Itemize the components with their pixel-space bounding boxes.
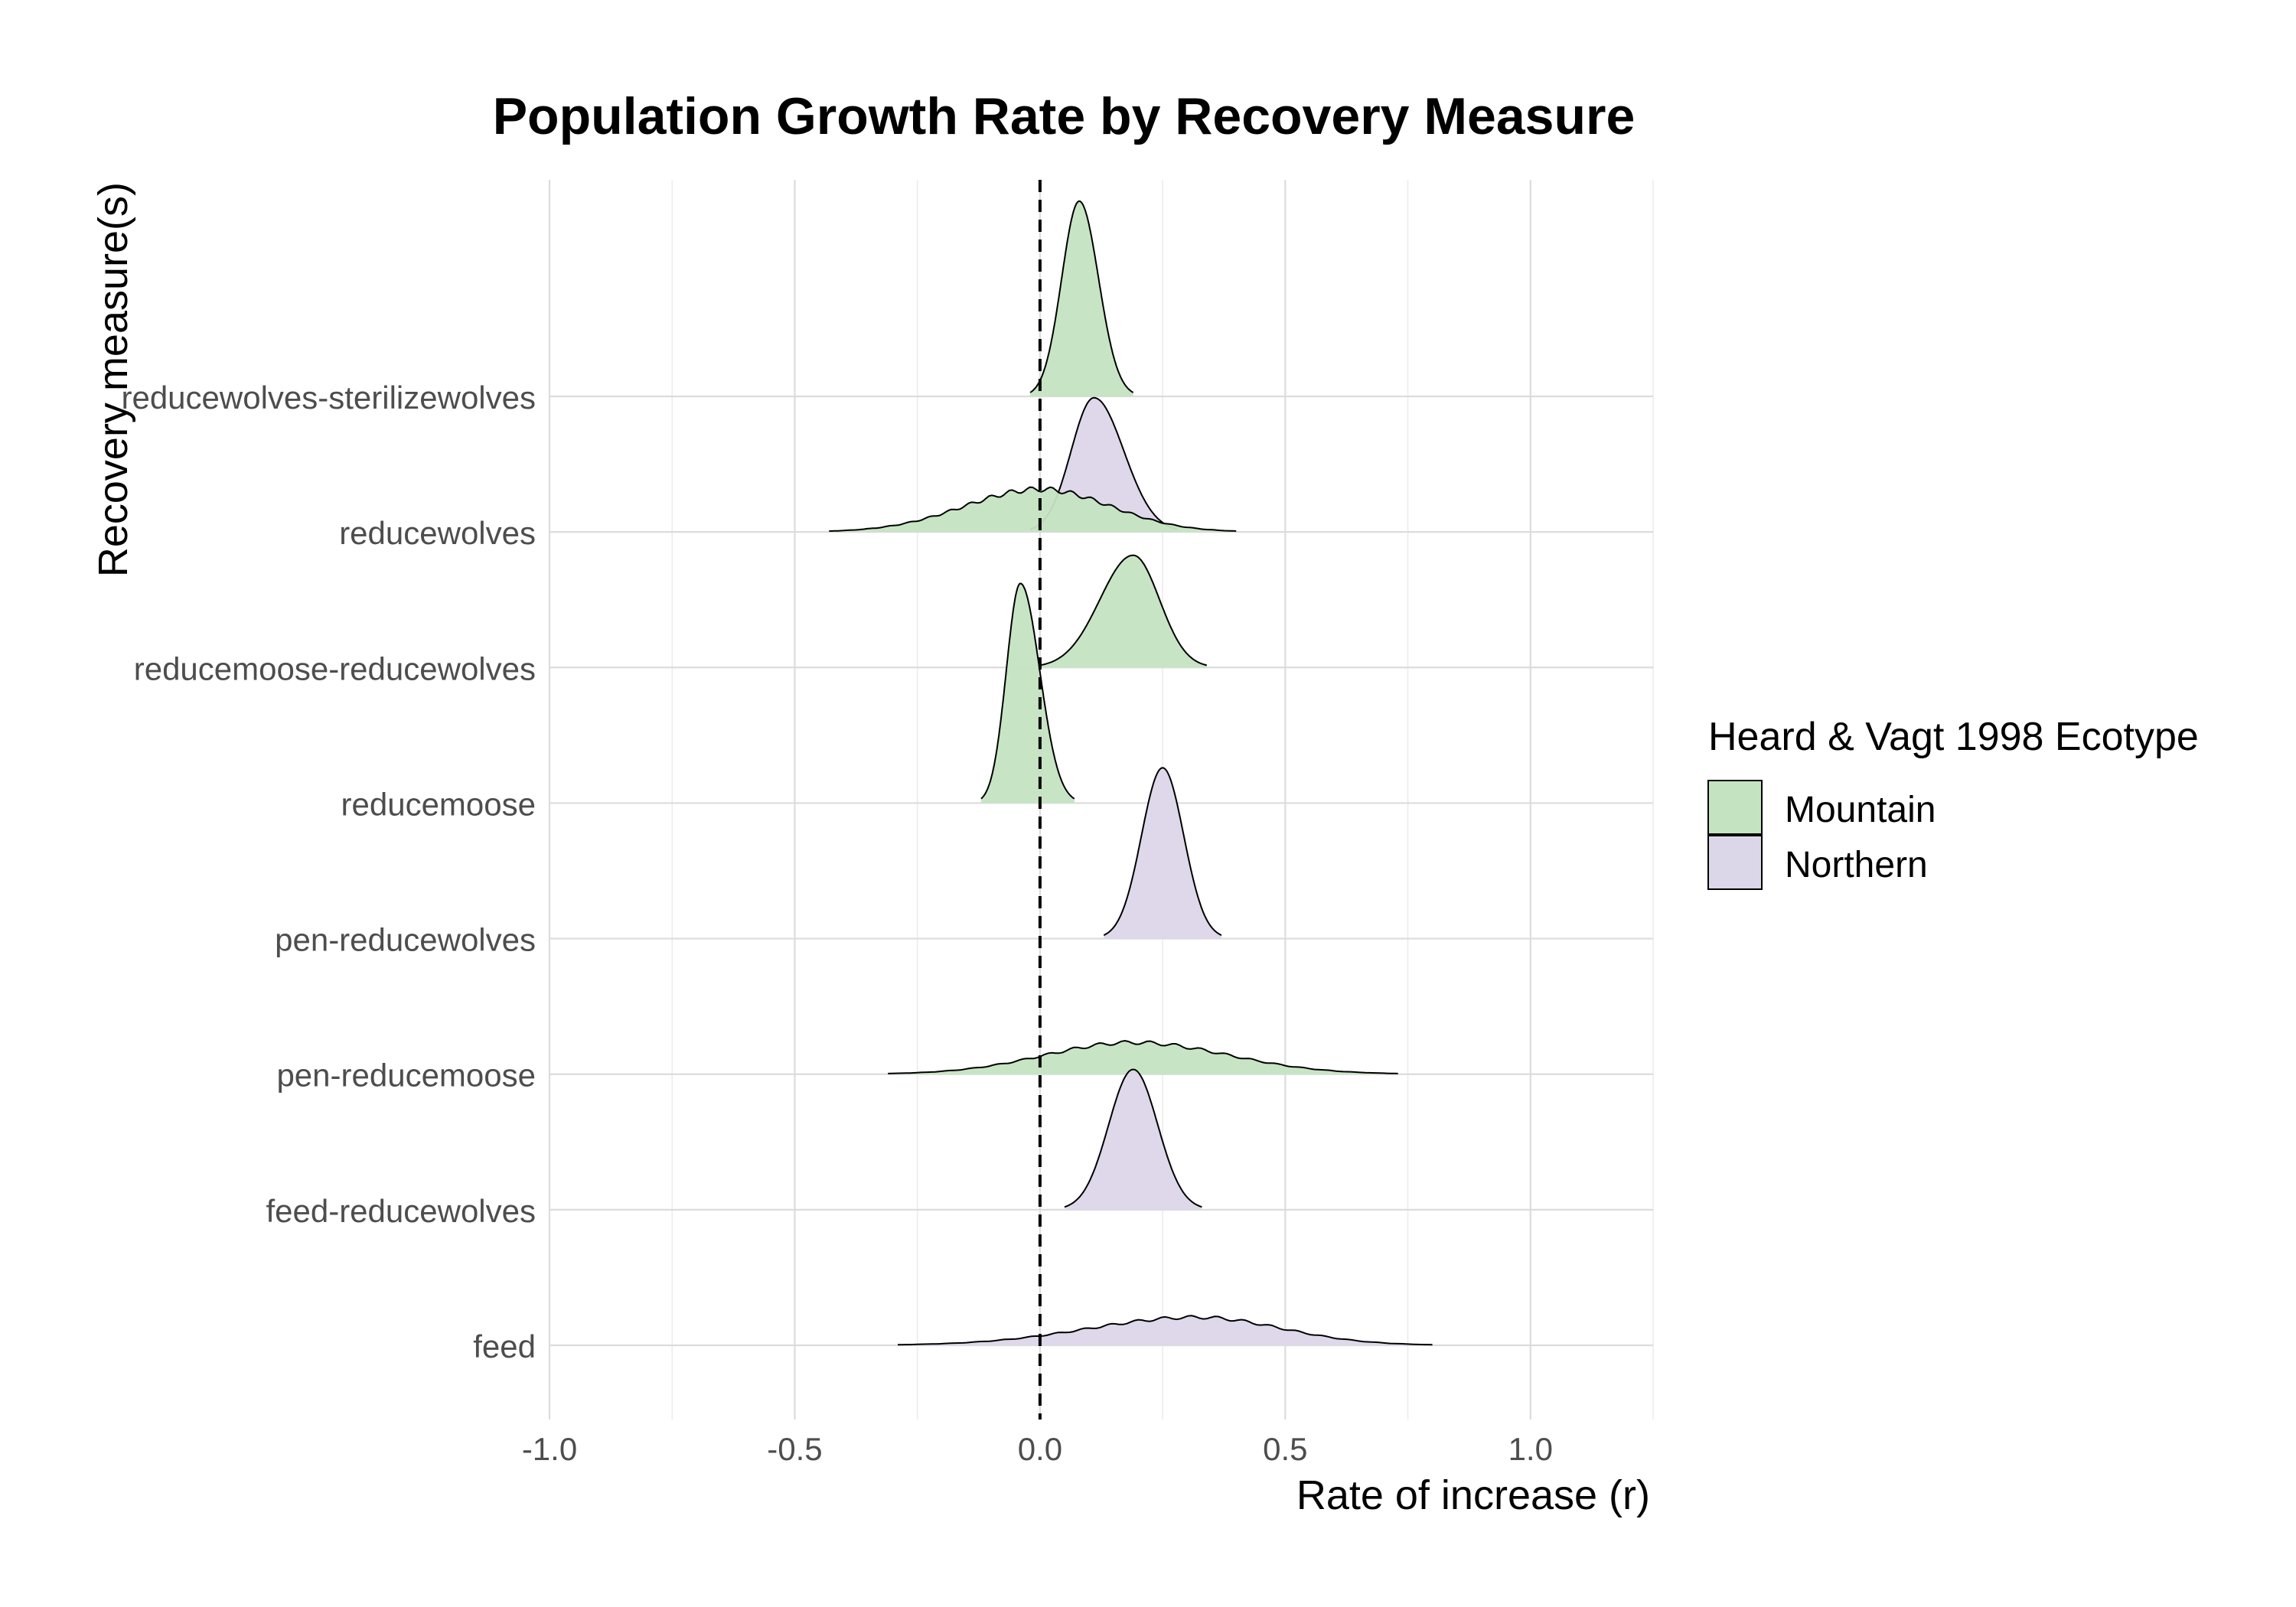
y-tick-label: pen-reducewolves (275, 922, 536, 958)
legend: Heard & Vagt 1998 Ecotype Mountain North… (1707, 715, 2199, 890)
ridge-fill-reducewolves-mountain (829, 487, 1237, 533)
ridge-outline-reducemoose-reducewolves-mountain (1039, 554, 1208, 667)
ridge-outline-pen-reducemoose-mountain (888, 1039, 1398, 1074)
ridge-outline-feed-northern (898, 1315, 1433, 1346)
y-axis-title: Recovery measure(s) (90, 182, 136, 577)
ridge-outline-reducewolves-mountain (829, 486, 1237, 532)
ridge-outline-reducewolves-sterilizewolves-mountain (1029, 200, 1134, 393)
x-tick-label: 1.0 (1508, 1431, 1553, 1467)
ridge-fill-reducemoose-mountain (981, 583, 1075, 804)
x-axis-title: Rate of increase (r) (1296, 1472, 1650, 1518)
ridge-outline-feed-reducewolves-northern (1064, 1068, 1202, 1208)
y-tick-label: feed (473, 1328, 536, 1364)
y-tick-label: reducewolves (339, 515, 536, 551)
x-tick-label: -0.5 (767, 1431, 822, 1467)
legend-key-northern (1707, 835, 1763, 890)
y-tick-labels: feed feed-reducewolves pen-reducemoose pen-… (121, 380, 536, 1364)
ridge-fill-feed-reducewolves-northern (1064, 1069, 1202, 1210)
ridge-fill-pen-reducewolves-northern (1104, 768, 1221, 939)
y-tick-label: reducewolves-sterilizewolves (121, 380, 536, 416)
x-tick-label: -1.0 (522, 1431, 577, 1467)
y-tick-label: reducemoose-reducewolves (134, 650, 536, 686)
x-tick-labels: -1.0 -0.5 0.0 0.5 1.0 (522, 1431, 1553, 1467)
x-tick-label: 0.5 (1263, 1431, 1307, 1467)
y-tick-label: reducemoose (341, 786, 536, 822)
chart-title: Population Growth Rate by Recovery Measu… (493, 87, 1636, 145)
ridge-fill-reducemoose-reducewolves-mountain (1039, 555, 1207, 668)
density-ridges (829, 200, 1433, 1346)
ridge-fill-pen-reducemoose-mountain (888, 1041, 1398, 1074)
legend-key-mountain (1707, 780, 1763, 835)
legend-title: Heard & Vagt 1998 Ecotype (1708, 715, 2199, 759)
legend-label-northern: Northern (1785, 845, 1928, 885)
y-tick-label: pen-reducemoose (276, 1058, 536, 1094)
y-tick-label: feed-reducewolves (266, 1193, 536, 1229)
ridge-outline-reducemoose-mountain (980, 582, 1075, 800)
legend-label-mountain: Mountain (1785, 790, 1936, 830)
x-tick-label: 0.0 (1018, 1431, 1062, 1467)
ridge-outline-pen-reducewolves-northern (1103, 767, 1222, 937)
ridge-fill-reducewolves-sterilizewolves-mountain (1030, 200, 1133, 396)
ridge-fill-feed-northern (898, 1315, 1433, 1345)
